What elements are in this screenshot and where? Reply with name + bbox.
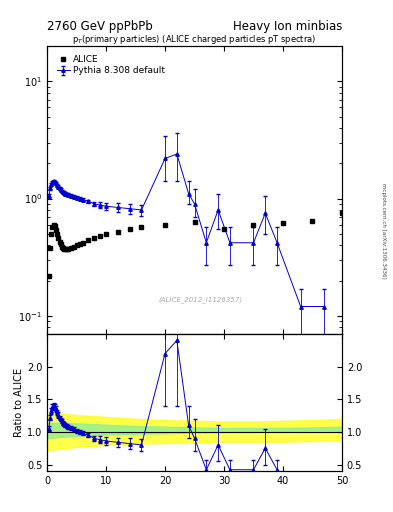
ALICE	[192, 219, 197, 225]
ALICE	[86, 237, 91, 243]
ALICE	[57, 239, 62, 245]
ALICE	[127, 226, 132, 232]
Legend: ALICE, Pythia 8.308 default: ALICE, Pythia 8.308 default	[53, 52, 169, 79]
ALICE	[63, 246, 68, 252]
ALICE	[72, 243, 76, 249]
ALICE	[55, 231, 60, 237]
ALICE	[49, 231, 53, 237]
Title: p$_T$(primary particles) (ALICE charged particles pT spectra): p$_T$(primary particles) (ALICE charged …	[72, 33, 317, 46]
ALICE	[61, 245, 65, 251]
Text: Heavy Ion minbias: Heavy Ion minbias	[233, 20, 342, 33]
ALICE	[50, 224, 55, 230]
ALICE	[92, 235, 97, 241]
ALICE	[65, 246, 70, 252]
ALICE	[80, 240, 85, 246]
ALICE	[51, 222, 56, 228]
Text: mcplots.cern.ch [arXiv:1306.3436]: mcplots.cern.ch [arXiv:1306.3436]	[381, 183, 386, 278]
ALICE	[139, 224, 144, 230]
ALICE	[53, 223, 57, 229]
ALICE	[310, 218, 315, 224]
ALICE	[104, 231, 108, 237]
ALICE	[58, 241, 63, 247]
ALICE	[56, 235, 61, 241]
Y-axis label: Ratio to ALICE: Ratio to ALICE	[14, 368, 24, 437]
ALICE	[60, 243, 64, 249]
ALICE	[222, 226, 226, 232]
ALICE	[62, 246, 67, 252]
ALICE	[47, 272, 51, 279]
ALICE	[64, 246, 69, 252]
ALICE	[77, 241, 82, 247]
ALICE	[98, 233, 103, 239]
ALICE	[48, 245, 53, 251]
ALICE	[68, 245, 73, 251]
ALICE	[74, 242, 79, 248]
Line: ALICE: ALICE	[47, 211, 344, 278]
Text: 2760 GeV ppPbPb: 2760 GeV ppPbPb	[47, 20, 153, 33]
ALICE	[116, 229, 120, 235]
ALICE	[163, 222, 167, 228]
ALICE	[251, 222, 256, 228]
ALICE	[281, 220, 285, 226]
ALICE	[53, 227, 59, 233]
ALICE	[340, 210, 344, 216]
Text: (ALICE_2012_I1126357): (ALICE_2012_I1126357)	[158, 296, 242, 303]
